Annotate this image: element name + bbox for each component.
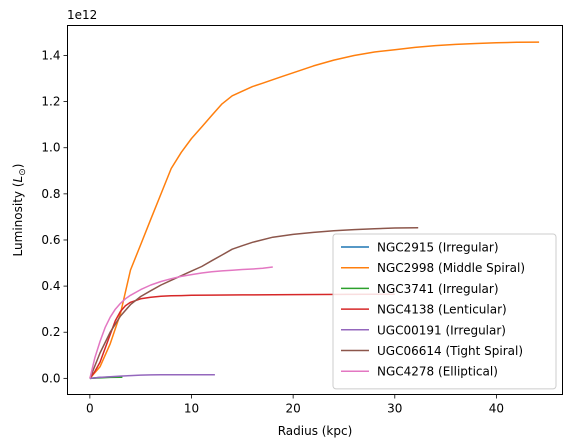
- legend-box: [332, 233, 557, 390]
- x-tick-label: 10: [184, 402, 199, 416]
- series-line-3: [89, 293, 395, 379]
- y-tick-label: 1.2: [41, 95, 60, 109]
- y-tick-label: 0.6: [41, 233, 60, 247]
- y-tick-label: 0.0: [41, 371, 60, 385]
- axes-frame: [67, 25, 563, 395]
- legend-label-3: NGC4138 (Lenticular): [377, 303, 507, 317]
- y-ticks: 0.0 0.2 0.4 0.6 0.8 1.0 1.2 1.4: [41, 48, 68, 385]
- y-tick-label: 1.0: [41, 141, 60, 155]
- y-tick-label: 1.4: [41, 48, 60, 62]
- y-axis-label: Luminosity (L⊙): [11, 164, 28, 257]
- series-line-4: [89, 373, 215, 380]
- legend-label-6: NGC4278 (Elliptical): [377, 365, 498, 379]
- series-line-5: [89, 227, 419, 379]
- series-line-6: [89, 266, 273, 379]
- x-axis-label: Radius (kpc): [278, 424, 353, 438]
- y-tick-label: 0.8: [41, 187, 60, 201]
- y-offset-label: 1e12: [67, 8, 97, 22]
- x-ticks: 0 10 20 30 40: [86, 394, 504, 416]
- x-tick-label: 20: [286, 402, 301, 416]
- legend-label-4: UGC00191 (Irregular): [377, 323, 506, 337]
- legend-label-1: NGC2998 (Middle Spiral): [377, 261, 525, 275]
- series-line-1: [89, 41, 540, 379]
- y-tick-label: 0.4: [41, 279, 60, 293]
- x-tick-label: 30: [387, 402, 402, 416]
- x-tick-label: 40: [489, 402, 504, 416]
- y-tick-label: 0.2: [41, 325, 60, 339]
- legend: NGC2915 (Irregular) NGC2998 (Middle Spira…: [332, 233, 557, 390]
- legend-label-2: NGC3741 (Irregular): [377, 282, 499, 296]
- legend-label-0: NGC2915 (Irregular): [377, 241, 499, 255]
- legend-label-5: UGC06614 (Tight Spiral): [377, 344, 523, 358]
- series-layer: [89, 41, 540, 380]
- x-tick-label: 0: [86, 402, 94, 416]
